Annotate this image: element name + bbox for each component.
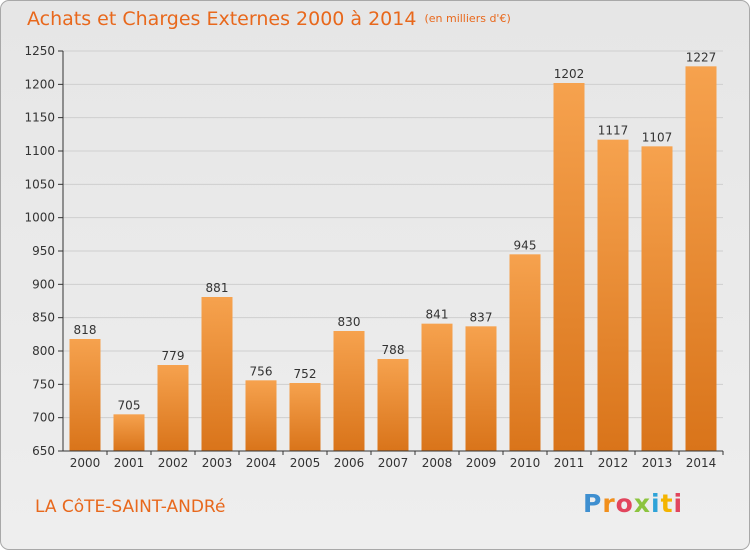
x-tick-label: 2012 — [598, 456, 629, 470]
logo-letter: r — [602, 489, 616, 518]
bar — [289, 383, 321, 451]
x-tick-label: 2001 — [114, 456, 145, 470]
bar — [553, 83, 585, 451]
value-label: 705 — [118, 398, 141, 412]
bars — [69, 66, 717, 452]
bar — [113, 414, 145, 451]
bar — [421, 323, 453, 451]
commune-name: LA CôTE-SAINT-ANDRé — [35, 497, 226, 517]
value-label: 841 — [426, 308, 449, 322]
unit-note: (en milliers d'€) — [424, 12, 511, 25]
x-tick-label: 2003 — [202, 456, 233, 470]
value-label: 788 — [382, 343, 405, 357]
y-tick-label: 800 — [32, 344, 55, 358]
title-row: Achats et Charges Externes 2000 à 2014 (e… — [27, 8, 511, 30]
logo-letter: x — [633, 489, 651, 518]
y-tick-label: 750 — [32, 377, 55, 391]
y-tick-label: 650 — [32, 444, 55, 458]
logo-letter: t — [660, 489, 674, 518]
x-tick-label: 2000 — [70, 456, 101, 470]
x-tick-label: 2010 — [510, 456, 541, 470]
y-tick-label: 1200 — [24, 77, 55, 91]
x-tick-label: 2006 — [334, 456, 365, 470]
value-label: 881 — [206, 281, 229, 295]
bar — [465, 326, 497, 451]
x-tick-label: 2011 — [554, 456, 585, 470]
y-tick-label: 1250 — [24, 44, 55, 58]
bar — [333, 331, 365, 451]
value-label: 779 — [162, 349, 185, 363]
chart-title: Achats et Charges Externes 2000 à 2014 — [27, 8, 417, 30]
value-label: 945 — [514, 238, 537, 252]
value-label: 830 — [338, 315, 361, 329]
value-labels: 818 705 779 881 756 752 830 788 841 837 945 1202 111… — [74, 50, 717, 412]
bar — [157, 365, 189, 451]
x-tick-label: 2002 — [158, 456, 189, 470]
bar — [201, 297, 233, 451]
logo-letter: P — [583, 489, 603, 518]
bar — [377, 359, 409, 451]
bar — [641, 146, 673, 452]
y-tick-label: 900 — [32, 277, 55, 291]
value-label: 1117 — [598, 124, 629, 138]
logo-letter: i — [673, 489, 684, 518]
y-tick-label: 1000 — [24, 211, 55, 225]
bar — [685, 66, 717, 451]
y-tick-label: 850 — [32, 311, 55, 325]
y-tick-label: 1150 — [24, 111, 55, 125]
value-label: 1202 — [554, 67, 585, 81]
x-tick-label: 2005 — [290, 456, 321, 470]
x-tick-label: 2004 — [246, 456, 277, 470]
bar — [509, 254, 541, 451]
value-label: 756 — [250, 364, 273, 378]
x-tick-label: 2013 — [642, 456, 673, 470]
axes: 650 700 750 800 850 900 950 1000 1050 1100 1150 120… — [24, 44, 724, 470]
proxiti-logo: Proxiti — [583, 489, 683, 518]
value-label: 1107 — [642, 130, 673, 144]
y-tick-label: 700 — [32, 411, 55, 425]
logo-letter: o — [615, 489, 634, 518]
x-tick-label: 2007 — [378, 456, 409, 470]
value-label: 752 — [294, 367, 317, 381]
bar — [245, 380, 277, 451]
x-tick-label: 2009 — [466, 456, 497, 470]
bar — [597, 139, 629, 451]
x-tick-label: 2014 — [686, 456, 717, 470]
value-label: 837 — [470, 310, 493, 324]
bar — [69, 339, 101, 451]
logo-letter: i — [651, 489, 661, 518]
y-tick-label: 1100 — [24, 144, 55, 158]
value-label: 1227 — [686, 50, 717, 64]
x-tick-label: 2008 — [422, 456, 453, 470]
value-label: 818 — [74, 323, 97, 337]
y-tick-label: 950 — [32, 244, 55, 258]
y-tick-label: 1050 — [24, 177, 55, 191]
